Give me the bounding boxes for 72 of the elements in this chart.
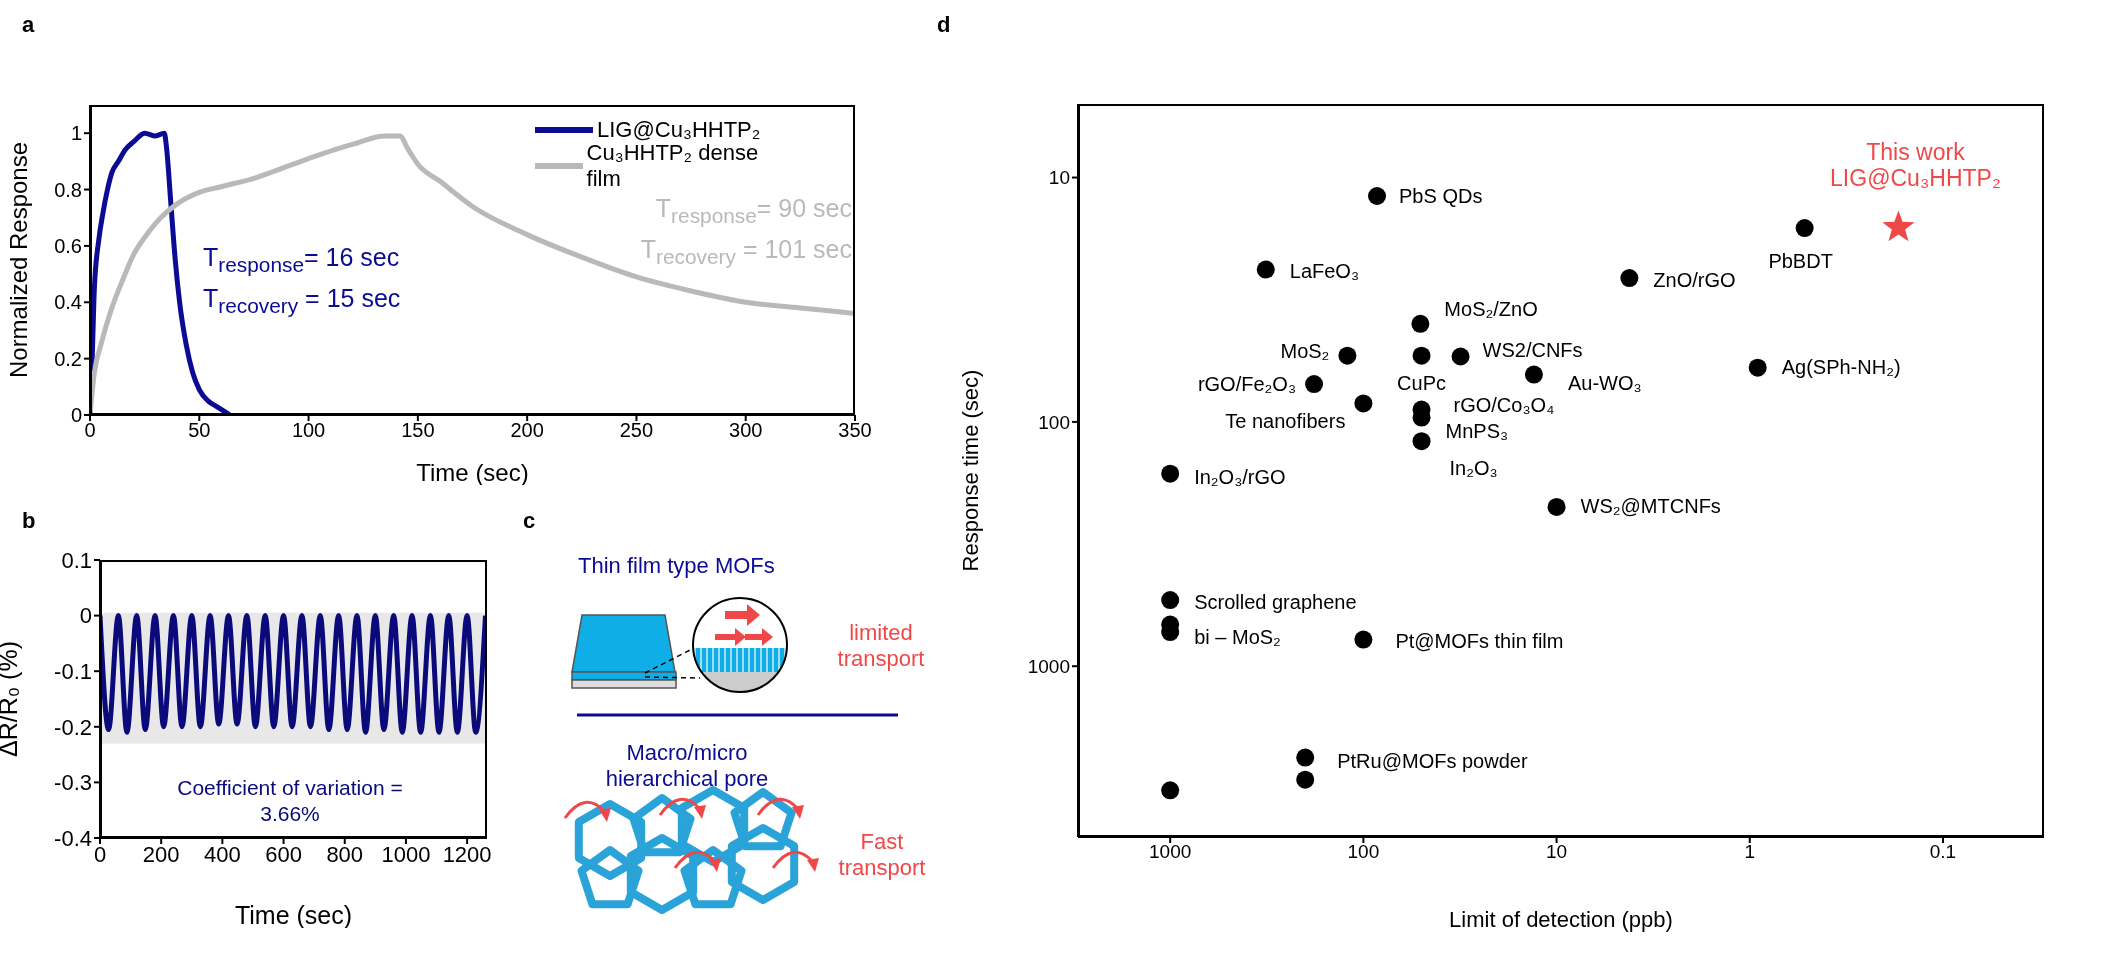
y-tick-label: -0.2	[54, 714, 92, 740]
y-tick-label: 0	[70, 404, 82, 427]
y-tick-label: 1000	[1027, 655, 1070, 677]
x-tick-label: 200	[510, 419, 544, 442]
chart-title: d	[937, 12, 951, 38]
y-tick-label: 0.1	[61, 547, 92, 573]
annotation: T$_{response}$= 16 sec	[203, 243, 400, 276]
y-axis-title: Normalized Response	[4, 141, 32, 379]
legend-label: LIG@Cu₃HHTP₂	[597, 117, 761, 143]
y-tick-label: -0.3	[54, 770, 92, 796]
y-tick-label: 10	[1048, 167, 1070, 189]
x-tick-label: 300	[729, 419, 763, 442]
annotation: This work LIG@Cu₃HHTP₂	[1829, 138, 2002, 194]
x-tick-label: 250	[619, 419, 654, 442]
annotation: MoS₂/ZnO	[1444, 298, 1538, 321]
x-tick-label: 600	[265, 841, 302, 867]
x-tick-label: 800	[326, 841, 364, 867]
y-tick-label: 0	[79, 603, 92, 629]
text: c	[523, 508, 536, 534]
x-tick-label: 100	[1347, 841, 1380, 863]
annotation: T$_{recovery}$ = 15 sec	[203, 283, 402, 319]
y-tick-label: -0.1	[54, 659, 92, 685]
x-tick-label: 50	[188, 419, 211, 442]
y-tick-label: 0.6	[54, 235, 82, 258]
text: limited transport	[836, 619, 926, 673]
chart-title: b	[22, 508, 36, 534]
annotation: Scrolled graphene	[1194, 590, 1357, 613]
annotation: Pt@MOFs thin film	[1395, 629, 1565, 655]
y-tick-label: 1	[70, 122, 82, 145]
annotation: rGO/Co₃O₄	[1453, 394, 1555, 417]
x-tick-label: 350	[838, 419, 872, 442]
annotation: WS₂@MTCNFs	[1580, 494, 1722, 520]
annotation: PbBDT	[1768, 249, 1833, 272]
annotation: T$_{response}$= 90 sec	[654, 193, 852, 229]
annotation: ZnO/rGO	[1653, 268, 1736, 291]
annotation: MnPS₃	[1445, 420, 1509, 443]
y-tick-label: -0.4	[54, 825, 92, 851]
x-tick-label: 0.1	[1929, 841, 1957, 863]
x-tick-label: 1000	[381, 841, 431, 867]
annotation: PtRu@MOFs powder	[1337, 749, 1529, 775]
annotation: Te nanofibers	[1225, 409, 1346, 432]
y-tick-label: 0.8	[54, 178, 82, 201]
annotation: MoS₂	[1280, 340, 1330, 363]
annotation: WS2/CNFs	[1482, 338, 1583, 361]
x-tick-label: 400	[204, 841, 241, 867]
annotation: PbS QDs	[1399, 183, 1484, 209]
y-tick-label: 0.4	[54, 291, 82, 314]
annotation: Ag(SPh-NH₂)	[1781, 355, 1902, 381]
y-tick-label: 0.2	[54, 347, 82, 370]
legend-label: Cu₃HHTP₂ dense film	[586, 140, 759, 192]
x-tick-label: 1	[1744, 841, 1756, 863]
text: Macro/micro hierarchical pore	[604, 739, 770, 793]
y-axis-title: Response time (sec)	[957, 369, 983, 572]
text: Fast transport	[837, 828, 927, 882]
annotation: rGO/Fe₂O₃	[1197, 372, 1297, 395]
annotation: LaFeO₃	[1289, 260, 1360, 283]
x-tick-label: 200	[142, 841, 180, 867]
x-tick-label: 10	[1546, 841, 1568, 863]
annotation: In₂O₃	[1449, 456, 1498, 479]
annotation: In₂O₃/rGO	[1194, 466, 1286, 489]
annotation: bi – MoS₂	[1194, 625, 1281, 648]
annotation: Coefficient of variation = 3.66%	[176, 775, 404, 826]
x-tick-label: 100	[291, 419, 326, 442]
annotation: Au-WO₃	[1567, 372, 1642, 395]
x-tick-label: 150	[401, 419, 435, 442]
x-tick-label: 1000	[1149, 841, 1192, 863]
chart-title: a	[22, 12, 35, 38]
annotation: CuPc	[1397, 372, 1446, 395]
x-axis-title: Limit of detection (ppb)	[1449, 907, 1673, 932]
x-tick-label: 1200	[442, 841, 492, 867]
text: Thin film type MOFs	[578, 552, 776, 580]
annotation: T$_{recovery}$ = 101 sec	[640, 235, 852, 268]
